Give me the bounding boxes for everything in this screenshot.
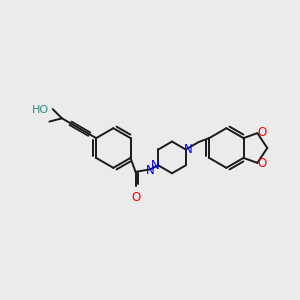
Text: HO: HO (32, 105, 49, 116)
Text: N: N (184, 143, 193, 156)
Text: O: O (258, 158, 267, 170)
Text: N: N (151, 159, 160, 172)
Text: O: O (131, 191, 140, 204)
Text: O: O (258, 126, 267, 139)
Text: N: N (146, 164, 154, 177)
